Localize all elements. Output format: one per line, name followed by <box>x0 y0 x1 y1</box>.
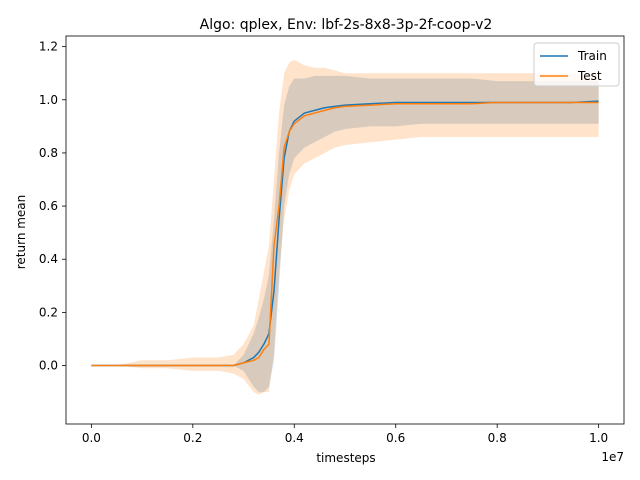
legend-train-label: Train <box>577 49 607 63</box>
x-axis-title: timesteps <box>316 451 375 465</box>
legend-test-label: Test <box>577 69 602 83</box>
y-tick-label: 0.8 <box>39 146 58 160</box>
chart-title: Algo: qplex, Env: lbf-2s-8x8-3p-2f-coop-… <box>200 17 493 33</box>
train-confidence-band <box>91 75 599 393</box>
confidence-bands <box>91 59 599 395</box>
y-tick-label: 1.2 <box>39 40 58 54</box>
test-confidence-band <box>91 59 599 395</box>
x-axis-ticks: 0.0 0.2 0.4 0.6 0.8 1.0 <box>82 424 608 445</box>
x-tick-label: 1.0 <box>589 431 608 445</box>
y-tick-label: 1.0 <box>39 93 58 107</box>
x-tick-label: 0.6 <box>386 431 405 445</box>
y-axis-ticks: 0.0 0.2 0.4 0.6 0.8 1.0 1.2 <box>39 40 66 373</box>
x-tick-label: 0.0 <box>82 431 101 445</box>
y-axis-title: return mean <box>14 195 28 270</box>
x-tick-label: 0.8 <box>488 431 507 445</box>
legend: Train Test <box>533 42 620 87</box>
y-tick-label: 0.6 <box>39 199 58 213</box>
plot-area-frame <box>65 35 625 425</box>
y-tick-label: 0.2 <box>39 305 58 319</box>
x-tick-label: 0.2 <box>183 431 202 445</box>
x-tick-label: 0.4 <box>285 431 304 445</box>
x-axis-offset-label: 1e7 <box>601 450 624 464</box>
series-lines <box>91 100 599 367</box>
y-tick-label: 0.0 <box>39 359 58 373</box>
y-tick-label: 0.4 <box>39 252 58 266</box>
test-series-line <box>91 101 599 367</box>
